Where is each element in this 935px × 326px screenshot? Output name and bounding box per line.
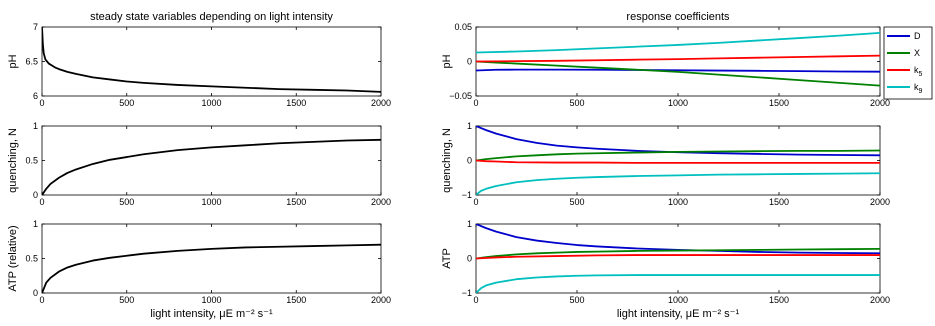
legend-label-X: X <box>914 48 920 58</box>
series-line-X <box>476 247 880 260</box>
left-ph-panel: 0 500 1000 1500 2000 6 6.5 7 steady state variab… <box>7 11 391 108</box>
x-tick-label: 500 <box>119 98 134 108</box>
x-tick-label: 1500 <box>286 295 306 305</box>
x-tick-label: 1500 <box>769 98 789 108</box>
x-tick-label: 500 <box>569 295 584 305</box>
x-tick-label: 1500 <box>769 295 789 305</box>
y-tick-label: 1 <box>467 219 472 229</box>
series-line-k5 <box>476 54 880 63</box>
y-tick-label: 0.05 <box>454 22 472 32</box>
series-line-k9 <box>476 172 880 195</box>
x-tick-label: 2000 <box>870 98 890 108</box>
series-line-k5 <box>476 159 880 164</box>
x-tick-label: 500 <box>569 98 584 108</box>
x-tick-label: 1000 <box>201 197 221 207</box>
plot-frame <box>475 125 881 196</box>
series-line-main <box>42 27 381 93</box>
left-atp-panel: 0 500 1000 1500 2000 0 0.5 1 ATP (relative) light… <box>7 219 391 320</box>
y-tick-label: 0 <box>467 156 472 166</box>
series-line-X <box>476 60 880 87</box>
y-axis-label: ATP <box>441 248 453 269</box>
x-tick-label: 2000 <box>371 295 391 305</box>
legend-label-D: D <box>914 31 921 41</box>
x-tick-label: 1000 <box>668 197 688 207</box>
y-axis-label: ATP (relative) <box>7 225 19 291</box>
x-tick-label: 1000 <box>201 295 221 305</box>
y-tick-label: 6 <box>33 91 38 101</box>
y-tick-label: 0 <box>33 190 38 200</box>
plot-frame <box>41 223 382 294</box>
x-tick-label: 0 <box>39 197 44 207</box>
y-tick-label: −1 <box>462 190 472 200</box>
y-tick-label: 0 <box>33 288 38 298</box>
x-axis-label: light intensity, μE m⁻² s⁻¹ <box>150 308 273 320</box>
x-tick-label: 1000 <box>668 295 688 305</box>
legend-label-k9: k9 <box>914 82 923 95</box>
x-tick-label: 1500 <box>286 98 306 108</box>
series-line-X <box>476 149 880 162</box>
y-axis-label: quenching, N <box>441 128 453 193</box>
x-axis-label: light intensity, μE m⁻² s⁻¹ <box>617 308 740 320</box>
plot-frame <box>41 125 382 196</box>
x-tick-label: 1000 <box>668 98 688 108</box>
y-tick-label: 0.5 <box>25 156 38 166</box>
series-line-D <box>476 224 880 255</box>
series-line-D <box>476 126 880 157</box>
x-tick-label: 1500 <box>286 197 306 207</box>
x-tick-label: 0 <box>39 295 44 305</box>
y-axis-label: pH <box>441 54 453 68</box>
y-tick-label: 0 <box>467 254 472 264</box>
series-line-k9 <box>476 31 880 54</box>
legend-label-k5: k5 <box>914 65 923 78</box>
y-tick-label: 0 <box>467 57 472 67</box>
x-tick-label: 500 <box>119 295 134 305</box>
series-line-k5 <box>476 254 880 260</box>
y-tick-label: 0.5 <box>25 254 38 264</box>
x-tick-label: 500 <box>569 197 584 207</box>
x-tick-label: 0 <box>473 295 478 305</box>
series-line-main <box>42 138 381 195</box>
y-axis-label: pH <box>7 54 19 68</box>
x-tick-label: 2000 <box>870 197 890 207</box>
y-tick-label: −1 <box>462 288 472 298</box>
x-tick-label: 500 <box>119 197 134 207</box>
chart-title: steady state variables depending on ligh… <box>90 11 333 23</box>
y-tick-label: 1 <box>467 121 472 131</box>
x-tick-label: 0 <box>39 98 44 108</box>
x-tick-label: 0 <box>473 98 478 108</box>
y-tick-label: 1 <box>33 219 38 229</box>
x-tick-label: 2000 <box>371 197 391 207</box>
x-tick-label: 2000 <box>371 98 391 108</box>
y-axis-label: quenching, N <box>7 128 19 193</box>
y-tick-label: −0.05 <box>449 91 472 101</box>
x-tick-label: 2000 <box>870 295 890 305</box>
x-tick-label: 1000 <box>201 98 221 108</box>
x-tick-label: 0 <box>473 197 478 207</box>
y-tick-label: 7 <box>33 22 38 32</box>
legend-box <box>883 26 933 100</box>
y-tick-label: 1 <box>33 121 38 131</box>
x-tick-label: 1500 <box>769 197 789 207</box>
y-tick-label: 6.5 <box>25 57 38 67</box>
series-line-k9 <box>476 274 880 293</box>
chart-title: response coefficients <box>626 11 730 23</box>
left-quenching-panel: 0 500 1000 1500 2000 0 0.5 1 quenching, N <box>7 121 391 207</box>
plot-frame <box>475 223 881 294</box>
series-line-main <box>42 243 381 293</box>
